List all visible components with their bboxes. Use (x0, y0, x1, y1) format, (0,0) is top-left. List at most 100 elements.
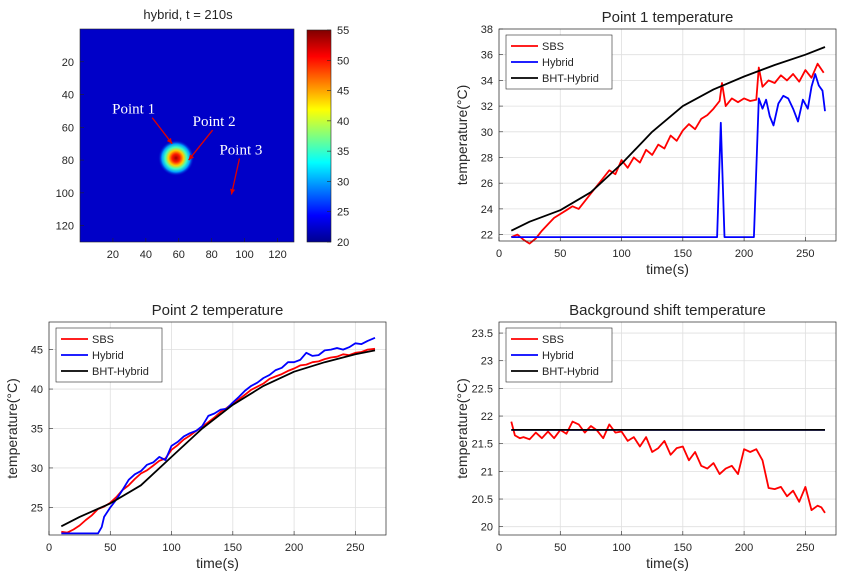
heatmap-ytick-label: 80 (62, 155, 74, 167)
heatmap-ytick-label: 100 (56, 188, 74, 200)
y-axis-label: temperature(°C) (454, 85, 470, 186)
ytick-label: 26 (481, 178, 493, 190)
colorbar-tick-label: 40 (337, 116, 349, 128)
colorbar-tick-label: 45 (337, 86, 349, 98)
legend: SBS Hybrid BHT-Hybrid (505, 34, 613, 90)
ytick-label: 32 (481, 101, 493, 113)
heatmap-ytick-label: 60 (62, 122, 74, 134)
xtick-label: 100 (162, 542, 180, 554)
xtick-label: 250 (796, 248, 814, 260)
xtick-label: 200 (735, 248, 753, 260)
y-axis-label: temperature(°C) (4, 378, 20, 479)
heatmap-xtick-label: 20 (107, 249, 119, 261)
annotation-arrow (151, 117, 173, 145)
heatmap-ytick-label: 20 (62, 57, 74, 69)
series-line-bht-hybrid (510, 46, 826, 232)
chart-title: Background shift temperature (569, 302, 766, 319)
x-axis-label: time(s) (646, 555, 689, 571)
annotation-arrow (230, 158, 241, 195)
legend-label: Hybrid (542, 57, 574, 69)
series-line-hybrid (61, 336, 376, 535)
xtick-label: 0 (496, 542, 502, 554)
xtick-label: 150 (224, 542, 242, 554)
ytick-label: 23.5 (472, 328, 493, 340)
heatmap-ticks: 20 40 60 80 100 120 20 40 60 80 100 120 (56, 57, 287, 261)
series-line-hybrid (511, 73, 826, 239)
colorbar-tick-label: 30 (337, 176, 349, 188)
ytick-label: 22 (481, 411, 493, 423)
ytick-label: 35 (31, 424, 43, 436)
legend-label: SBS (542, 41, 564, 53)
heatmap-panel: hybrid, t = 210s 20 40 60 80 100 120 20 40 60 80 1… (56, 7, 350, 261)
colorbar (306, 29, 332, 243)
colorbar-tick-label: 50 (337, 55, 349, 67)
ytick-label: 30 (31, 463, 43, 475)
heatmap-frame (79, 28, 295, 243)
series-line-bht-hybrid (60, 349, 376, 528)
annotation-label: Point 2 (193, 114, 236, 130)
series-line-sbs (510, 62, 825, 245)
annotation-arrow (188, 129, 214, 161)
y-axis-label: temperature(°C) (454, 378, 470, 479)
heatmap-title: hybrid, t = 210s (143, 7, 233, 22)
series-line-sbs (61, 347, 376, 534)
heatmap-background (80, 29, 294, 242)
xtick-label: 0 (46, 542, 52, 554)
legend: SBS Hybrid BHT-Hybrid (55, 327, 163, 383)
colorbar-tick-label: 35 (337, 146, 349, 158)
ytick-label: 34 (481, 75, 493, 87)
colorbar-tick-label: 20 (337, 237, 349, 249)
heatmap-xtick-label: 60 (173, 249, 185, 261)
xtick-label: 50 (554, 542, 566, 554)
heatmap-hotspot (158, 140, 194, 176)
axes-frame (498, 28, 837, 242)
ytick-label: 21 (481, 466, 493, 478)
ytick-label: 36 (481, 50, 493, 62)
legend-label: SBS (92, 334, 114, 346)
ytick-label: 38 (481, 24, 493, 36)
legend: SBS Hybrid BHT-Hybrid (505, 327, 613, 383)
heatmap-xtick-label: 120 (268, 249, 286, 261)
legend-label: Hybrid (92, 350, 124, 362)
ytick-label: 45 (31, 345, 43, 357)
heatmap-ytick-label: 120 (56, 221, 74, 233)
background-panel: 0 50 100 150 200 250 20 20.5 21 21.5 22 22.5 23 23.5 B… (454, 302, 837, 571)
chart-title: Point 2 temperature (152, 302, 284, 319)
ytick-label: 20 (481, 522, 493, 534)
colorbar-ticks: 20 25 30 35 40 45 50 55 (327, 25, 349, 249)
chart-title: Point 1 temperature (602, 9, 734, 26)
heatmap-xtick-label: 80 (206, 249, 218, 261)
xtick-label: 250 (346, 542, 364, 554)
annotation-label: Point 3 (219, 142, 262, 158)
xtick-label: 200 (735, 542, 753, 554)
ytick-label: 20.5 (472, 494, 493, 506)
ytick-label: 28 (481, 152, 493, 164)
ytick-label: 23 (481, 356, 493, 368)
annotation-arrowhead (166, 137, 173, 144)
ytick-label: 40 (31, 384, 43, 396)
legend-label: BHT-Hybrid (542, 73, 599, 85)
ytick-label: 25 (31, 502, 43, 514)
annotation-arrowhead (230, 188, 236, 195)
xtick-label: 50 (554, 248, 566, 260)
legend-label: SBS (542, 334, 564, 346)
x-axis-label: time(s) (196, 555, 239, 571)
ytick-label: 22 (481, 230, 493, 242)
colorbar-tick-label: 55 (337, 25, 349, 37)
ytick-label: 22.5 (472, 383, 493, 395)
xtick-label: 100 (612, 542, 630, 554)
xtick-label: 50 (104, 542, 116, 554)
axes-frame (498, 321, 837, 536)
ytick-label: 21.5 (472, 439, 493, 451)
ytick-label: 24 (481, 204, 493, 216)
xtick-label: 200 (285, 542, 303, 554)
heatmap-ytick-label: 40 (62, 90, 74, 102)
legend-label: Hybrid (542, 350, 574, 362)
colorbar-tick-label: 25 (337, 207, 349, 219)
annotation-label: Point 1 (112, 102, 155, 118)
heatmap-xtick-label: 100 (235, 249, 253, 261)
xtick-label: 150 (674, 542, 692, 554)
point1-panel: 0 50 100 150 200 250 22 24 26 28 30 32 34 36 38 Point 1… (454, 9, 837, 277)
legend-label: BHT-Hybrid (542, 366, 599, 378)
